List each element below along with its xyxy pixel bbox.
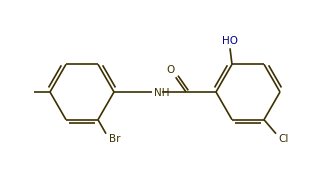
Text: HO: HO <box>222 36 238 46</box>
Text: O: O <box>167 65 175 75</box>
Text: Br: Br <box>109 134 121 144</box>
Text: NH: NH <box>154 88 170 98</box>
Text: Cl: Cl <box>279 134 289 144</box>
